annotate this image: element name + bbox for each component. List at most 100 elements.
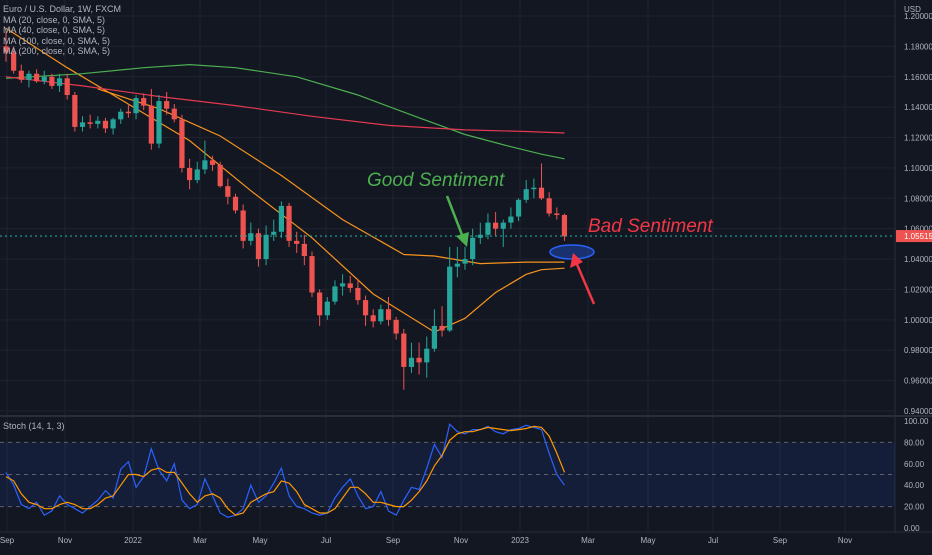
candle-body (278, 205, 284, 232)
price-axis-label: 1.16000 (904, 73, 932, 82)
time-axis-label: Jul (708, 536, 718, 545)
good-sentiment-label: Good Sentiment (367, 170, 505, 191)
candle-body (385, 309, 392, 320)
time-axis-label: Jul (321, 536, 331, 545)
ma200-legend: MA (200, close, 0, SMA, 5) (3, 46, 111, 56)
candle-body (125, 111, 131, 114)
time-axis-label: Mar (581, 536, 595, 545)
price-axis-label: 1.10000 (904, 164, 932, 173)
stoch-axis-label: 20.00 (904, 503, 925, 512)
stoch-line (5, 425, 566, 516)
price-axis-label: 1.02000 (904, 285, 932, 294)
candle-body (500, 222, 506, 229)
stoch-axis-label: 60.00 (904, 460, 925, 469)
candle-body (11, 52, 17, 71)
candle-body (531, 187, 537, 190)
candle-body (209, 160, 216, 165)
candle-body (347, 283, 353, 288)
candle-body (317, 292, 323, 316)
candle-body (171, 108, 177, 120)
candle-body (49, 76, 55, 86)
candle-body (324, 301, 330, 316)
candle-body (546, 198, 552, 214)
candle-body (202, 160, 208, 170)
candle-body (225, 186, 231, 197)
candle-body (561, 215, 568, 237)
highlight-ellipse (549, 244, 595, 260)
price-axis-label: 1.00000 (904, 316, 932, 325)
candle-body (416, 357, 422, 363)
candle-body (309, 256, 315, 293)
candle-body (41, 76, 47, 82)
candle-body (72, 95, 78, 127)
candle-body (187, 167, 193, 181)
moving-average-line (5, 63, 565, 160)
candle-body (515, 199, 522, 217)
price-axis-label: 1.06000 (904, 225, 932, 234)
candle-body (378, 309, 384, 322)
candle-body (332, 286, 338, 302)
candle-body (362, 300, 369, 316)
candle-body (493, 222, 499, 229)
candle-body (370, 315, 376, 322)
bad-sentiment-arrow-shaft (574, 261, 596, 305)
candle-body (56, 78, 63, 86)
moving-average-line (5, 27, 565, 333)
time-axis-label: Sep (0, 536, 15, 545)
candle-body (431, 325, 437, 349)
ma40-legend: MA (40, close, 0, SMA, 5) (3, 25, 106, 35)
candle-body (79, 122, 86, 127)
good-sentiment-arrow-shaft (445, 195, 466, 241)
candle-body (340, 283, 346, 287)
last-price-badge (896, 230, 932, 243)
chart-legend: Euro / U.S. Dollar, 1W, FXCM MA (20, clo… (3, 4, 121, 57)
candle-body (217, 164, 223, 187)
candle-body (156, 101, 162, 144)
stoch-axis-label: 80.00 (904, 438, 925, 447)
good-sentiment-arrow-head (456, 232, 469, 247)
candle-body (102, 120, 109, 129)
candle-body (110, 119, 116, 129)
candle-body (26, 73, 32, 80)
time-axis-label: Mar (193, 536, 207, 545)
candle-body (232, 196, 239, 211)
price-axis-label: 1.20000 (904, 12, 932, 21)
currency-label: USD (904, 5, 921, 14)
candle-body (64, 78, 70, 95)
price-axis-label: 1.04000 (904, 255, 932, 264)
candle-body (179, 119, 185, 168)
moving-average-line (5, 76, 565, 134)
price-axis-label: 1.18000 (904, 42, 932, 51)
candle-body (164, 101, 170, 109)
stoch-axis-label: 100.00 (904, 417, 929, 426)
stoch-title: Stoch (14, 1, 3) (3, 421, 65, 431)
candle-body (263, 234, 269, 260)
candle-body (470, 237, 476, 260)
candle-body (271, 231, 277, 235)
stoch-axis-label: 0.00 (904, 524, 920, 533)
time-axis-label: Sep (773, 536, 788, 545)
candle-body (454, 263, 460, 267)
candle-body (248, 233, 254, 241)
candle-body (3, 46, 9, 53)
candle-body (34, 73, 40, 82)
time-axis-label: Nov (838, 536, 852, 545)
symbol-title: Euro / U.S. Dollar, 1W, FXCM (3, 4, 122, 14)
candle-body (133, 98, 139, 114)
candle-body (401, 333, 407, 367)
ma20-legend: MA (20, close, 0, SMA, 5) (3, 14, 106, 25)
time-axis-label: Sep (386, 536, 401, 545)
ma100-legend: MA (100, close, 0, SMA, 5) (3, 35, 111, 46)
bad-sentiment-label: Bad Sentiment (588, 216, 713, 237)
time-axis-label: 2023 (511, 536, 529, 545)
last-price-value: 1.05515 (904, 232, 932, 241)
price-axis-label: 0.98000 (904, 346, 932, 355)
candle-body (424, 348, 430, 363)
candle-body (439, 325, 445, 331)
candle-body (462, 259, 468, 264)
candle-body (294, 240, 300, 244)
candle-body (148, 105, 154, 144)
candle-body (18, 70, 24, 80)
